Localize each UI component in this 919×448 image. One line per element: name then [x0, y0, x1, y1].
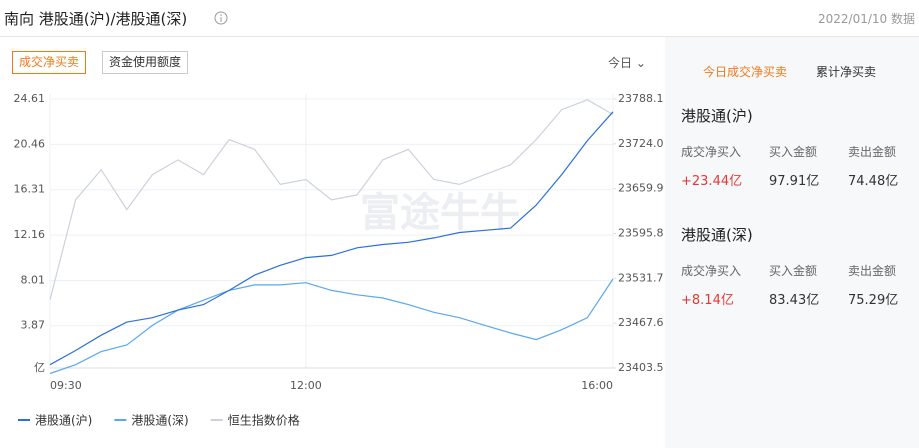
column-value: 74.48亿 [848, 174, 899, 189]
y-tick-label: 16.31 [14, 183, 46, 196]
panel-title: 港股通(深) [681, 226, 753, 244]
x-tick-label: 09:30 [50, 379, 82, 392]
column-label: 买入金额 [769, 264, 818, 278]
column-label: 买入金额 [769, 145, 818, 159]
y2-tick-label: 23467.6 [618, 316, 664, 329]
panel-title: 港股通(沪) [681, 107, 753, 125]
column-label: 卖出金额 [848, 145, 897, 159]
series-line [49, 99, 614, 300]
y-tick-label: 24.61 [14, 92, 46, 105]
divider [0, 36, 919, 37]
series-line [49, 278, 614, 375]
header-date: 2022/01/10 数据 [818, 12, 915, 26]
y2-tick-label: 23531.7 [618, 271, 664, 284]
x-tick-label: 12:00 [290, 379, 322, 392]
series-line [49, 111, 614, 366]
side-tab[interactable]: 累计净买卖 [816, 65, 877, 79]
watermark: 富途牛牛 [360, 190, 520, 236]
column-value: +8.14亿 [681, 293, 734, 308]
y-tick-label: 12.16 [14, 228, 46, 241]
legend-label: 港股通(深) [131, 414, 188, 428]
column-value: 83.43亿 [769, 293, 820, 308]
side-panel [665, 37, 919, 448]
column-value: 97.91亿 [769, 174, 820, 189]
x-tick-label: 16:00 [581, 379, 613, 392]
period-label: 今日 [608, 56, 633, 70]
tab[interactable]: 成交净买卖 [12, 51, 87, 74]
legend-label: 港股通(沪) [35, 414, 92, 428]
chart: 富途牛牛 亿 3.87 8.01 12.16 16.31 20.46 24.61 23403.… [14, 92, 664, 428]
y-tick-label: 20.46 [14, 137, 46, 150]
info-icon[interactable] [214, 11, 228, 25]
y2-tick-label: 23724.0 [618, 137, 664, 150]
column-value: +23.44亿 [681, 174, 743, 189]
y-tick-label: 8.01 [21, 273, 46, 286]
period-select[interactable]: 今日 ⌄ [608, 56, 646, 70]
y-tick-label: 3.87 [21, 319, 46, 332]
y2-tick-label: 23595.8 [618, 227, 664, 240]
y2-tick-label: 23403.5 [618, 361, 664, 374]
column-label: 成交净买入 [681, 145, 742, 159]
y2-tick-label: 23788.1 [618, 92, 664, 105]
legend-label: 恒生指数价格 [228, 413, 300, 428]
header-title: 南向 港股通(沪)/港股通(深) [4, 10, 188, 28]
side-tab[interactable]: 今日成交净买卖 [703, 65, 788, 79]
column-value: 75.29亿 [848, 293, 899, 308]
column-label: 卖出金额 [848, 264, 897, 278]
y2-tick-label: 23659.9 [618, 182, 664, 195]
column-label: 成交净买入 [681, 264, 742, 278]
y-tick-label: 亿 [34, 361, 45, 374]
tab[interactable]: 资金使用额度 [102, 51, 189, 74]
